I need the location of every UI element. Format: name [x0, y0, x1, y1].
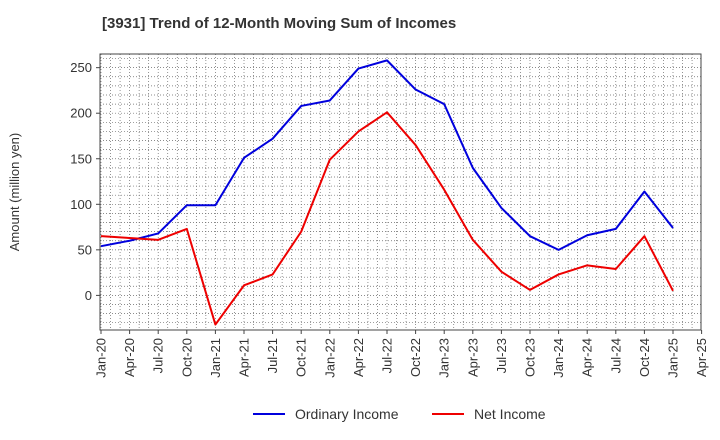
y-tick-label: 200 — [70, 106, 92, 121]
x-tick-label: Apr-25 — [694, 338, 709, 377]
chart-title: [3931] Trend of 12-Month Moving Sum of I… — [102, 15, 457, 32]
x-tick-label: Oct-23 — [523, 338, 538, 377]
plot-area-background — [100, 54, 701, 330]
x-tick-label: Oct-21 — [294, 338, 309, 377]
x-tick-label: Jul-22 — [380, 338, 395, 373]
x-tick-label: Jan-21 — [208, 338, 223, 378]
plot-area-frame — [99, 53, 702, 331]
legend-label: Ordinary Income — [295, 406, 399, 422]
series-layer — [100, 59, 674, 326]
x-tick-label: Jan-23 — [437, 338, 452, 378]
x-tick-label: Oct-20 — [179, 338, 194, 377]
x-tick-label: Jul-23 — [494, 338, 509, 373]
x-tick-label: Oct-22 — [408, 338, 423, 377]
y-tick-label: 250 — [70, 60, 92, 75]
x-tick-label: Apr-24 — [580, 338, 595, 377]
x-tick-label: Apr-22 — [351, 338, 366, 377]
x-tick-label: Apr-21 — [237, 338, 252, 377]
series-line-net-income — [100, 111, 674, 326]
legend: Ordinary Income Net Income — [253, 406, 546, 422]
series-line-ordinary-income — [100, 59, 674, 251]
x-tick-label: Jan-24 — [551, 338, 566, 378]
legend-label: Net Income — [474, 406, 546, 422]
y-tick-label: 150 — [70, 151, 92, 166]
x-tick-label: Jan-22 — [322, 338, 337, 378]
y-axis-label: Amount (million yen) — [7, 133, 22, 252]
x-tick-label: Jul-20 — [151, 338, 166, 373]
x-tick-label: Oct-24 — [637, 338, 652, 377]
x-tick-label: Jul-24 — [608, 338, 623, 373]
x-tick-label: Jul-21 — [265, 338, 280, 373]
y-tick-label: 100 — [70, 197, 92, 212]
grid-layer — [100, 54, 701, 330]
y-axis-ticks: 0 50 100 150 200 250 — [70, 60, 100, 303]
y-tick-label: 0 — [85, 288, 92, 303]
x-tick-label: Apr-23 — [465, 338, 480, 377]
x-tick-label: Jan-20 — [94, 338, 109, 378]
x-tick-label: Jan-25 — [666, 338, 681, 378]
x-tick-label: Apr-20 — [122, 338, 137, 377]
x-axis-ticks: Jan-20 Apr-20 Jul-20 Oct-20 Jan-21 Apr-21 Jul-… — [94, 330, 709, 378]
y-tick-label: 50 — [78, 242, 92, 257]
